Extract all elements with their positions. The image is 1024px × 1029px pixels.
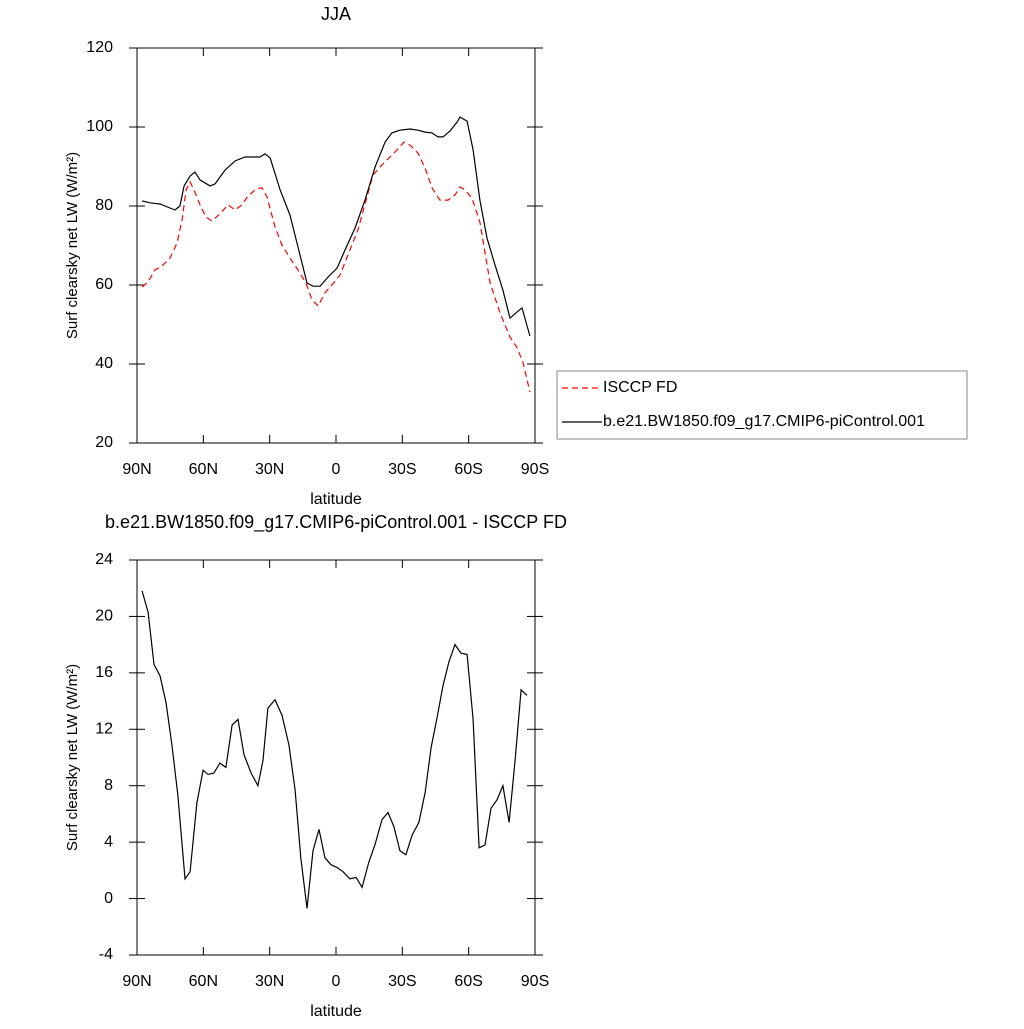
plot-frame — [136, 47, 536, 444]
x-axis-label: latitude — [310, 1003, 362, 1020]
x-tick-label: 90N — [122, 461, 151, 478]
x-axis-label: latitude — [310, 491, 362, 508]
x-tick-label: 30S — [388, 461, 416, 478]
y-tick-label: 40 — [95, 355, 113, 372]
y-tick-label: -4 — [99, 946, 113, 963]
x-tick-label: 30N — [255, 461, 284, 478]
x-tick-label: 30S — [388, 973, 416, 990]
y-axis-label: Surf clearsky net LW (W/m²) — [64, 152, 81, 339]
x-tick-label: 0 — [332, 973, 341, 990]
y-tick-label: 80 — [95, 197, 113, 214]
x-tick-label: 60S — [454, 973, 482, 990]
plot-frame — [136, 559, 536, 956]
y-tick-label: 24 — [95, 551, 113, 568]
chart-title: JJA — [321, 4, 351, 24]
y-tick-label: 4 — [104, 833, 113, 850]
y-tick-label: 100 — [86, 118, 113, 135]
y-tick-label: 12 — [95, 721, 113, 738]
y-tick-label: 60 — [95, 276, 113, 293]
x-tick-label: 90N — [122, 973, 151, 990]
x-tick-label: 60N — [189, 973, 218, 990]
legend-label: b.e21.BW1850.f09_g17.CMIP6-piControl.001 — [603, 413, 925, 430]
x-tick-label: 60N — [189, 461, 218, 478]
y-tick-label: 0 — [104, 890, 113, 907]
x-tick-label: 30N — [255, 973, 284, 990]
data-line — [141, 141, 531, 393]
x-tick-label: 0 — [332, 461, 341, 478]
x-tick-label: 90S — [521, 973, 549, 990]
legend-box — [556, 370, 968, 440]
y-tick-label: 120 — [86, 39, 113, 56]
y-axis-label: Surf clearsky net LW (W/m²) — [64, 664, 81, 851]
x-tick-label: 60S — [454, 461, 482, 478]
data-line — [141, 116, 531, 337]
chart-title: b.e21.BW1850.f09_g17.CMIP6-piControl.001… — [105, 512, 567, 533]
x-tick-label: 90S — [521, 461, 549, 478]
y-tick-label: 16 — [95, 664, 113, 681]
data-line — [141, 590, 528, 909]
y-tick-label: 20 — [95, 434, 113, 451]
y-tick-label: 20 — [95, 608, 113, 625]
y-tick-label: 8 — [104, 777, 113, 794]
legend-label: ISCCP FD — [603, 379, 677, 396]
